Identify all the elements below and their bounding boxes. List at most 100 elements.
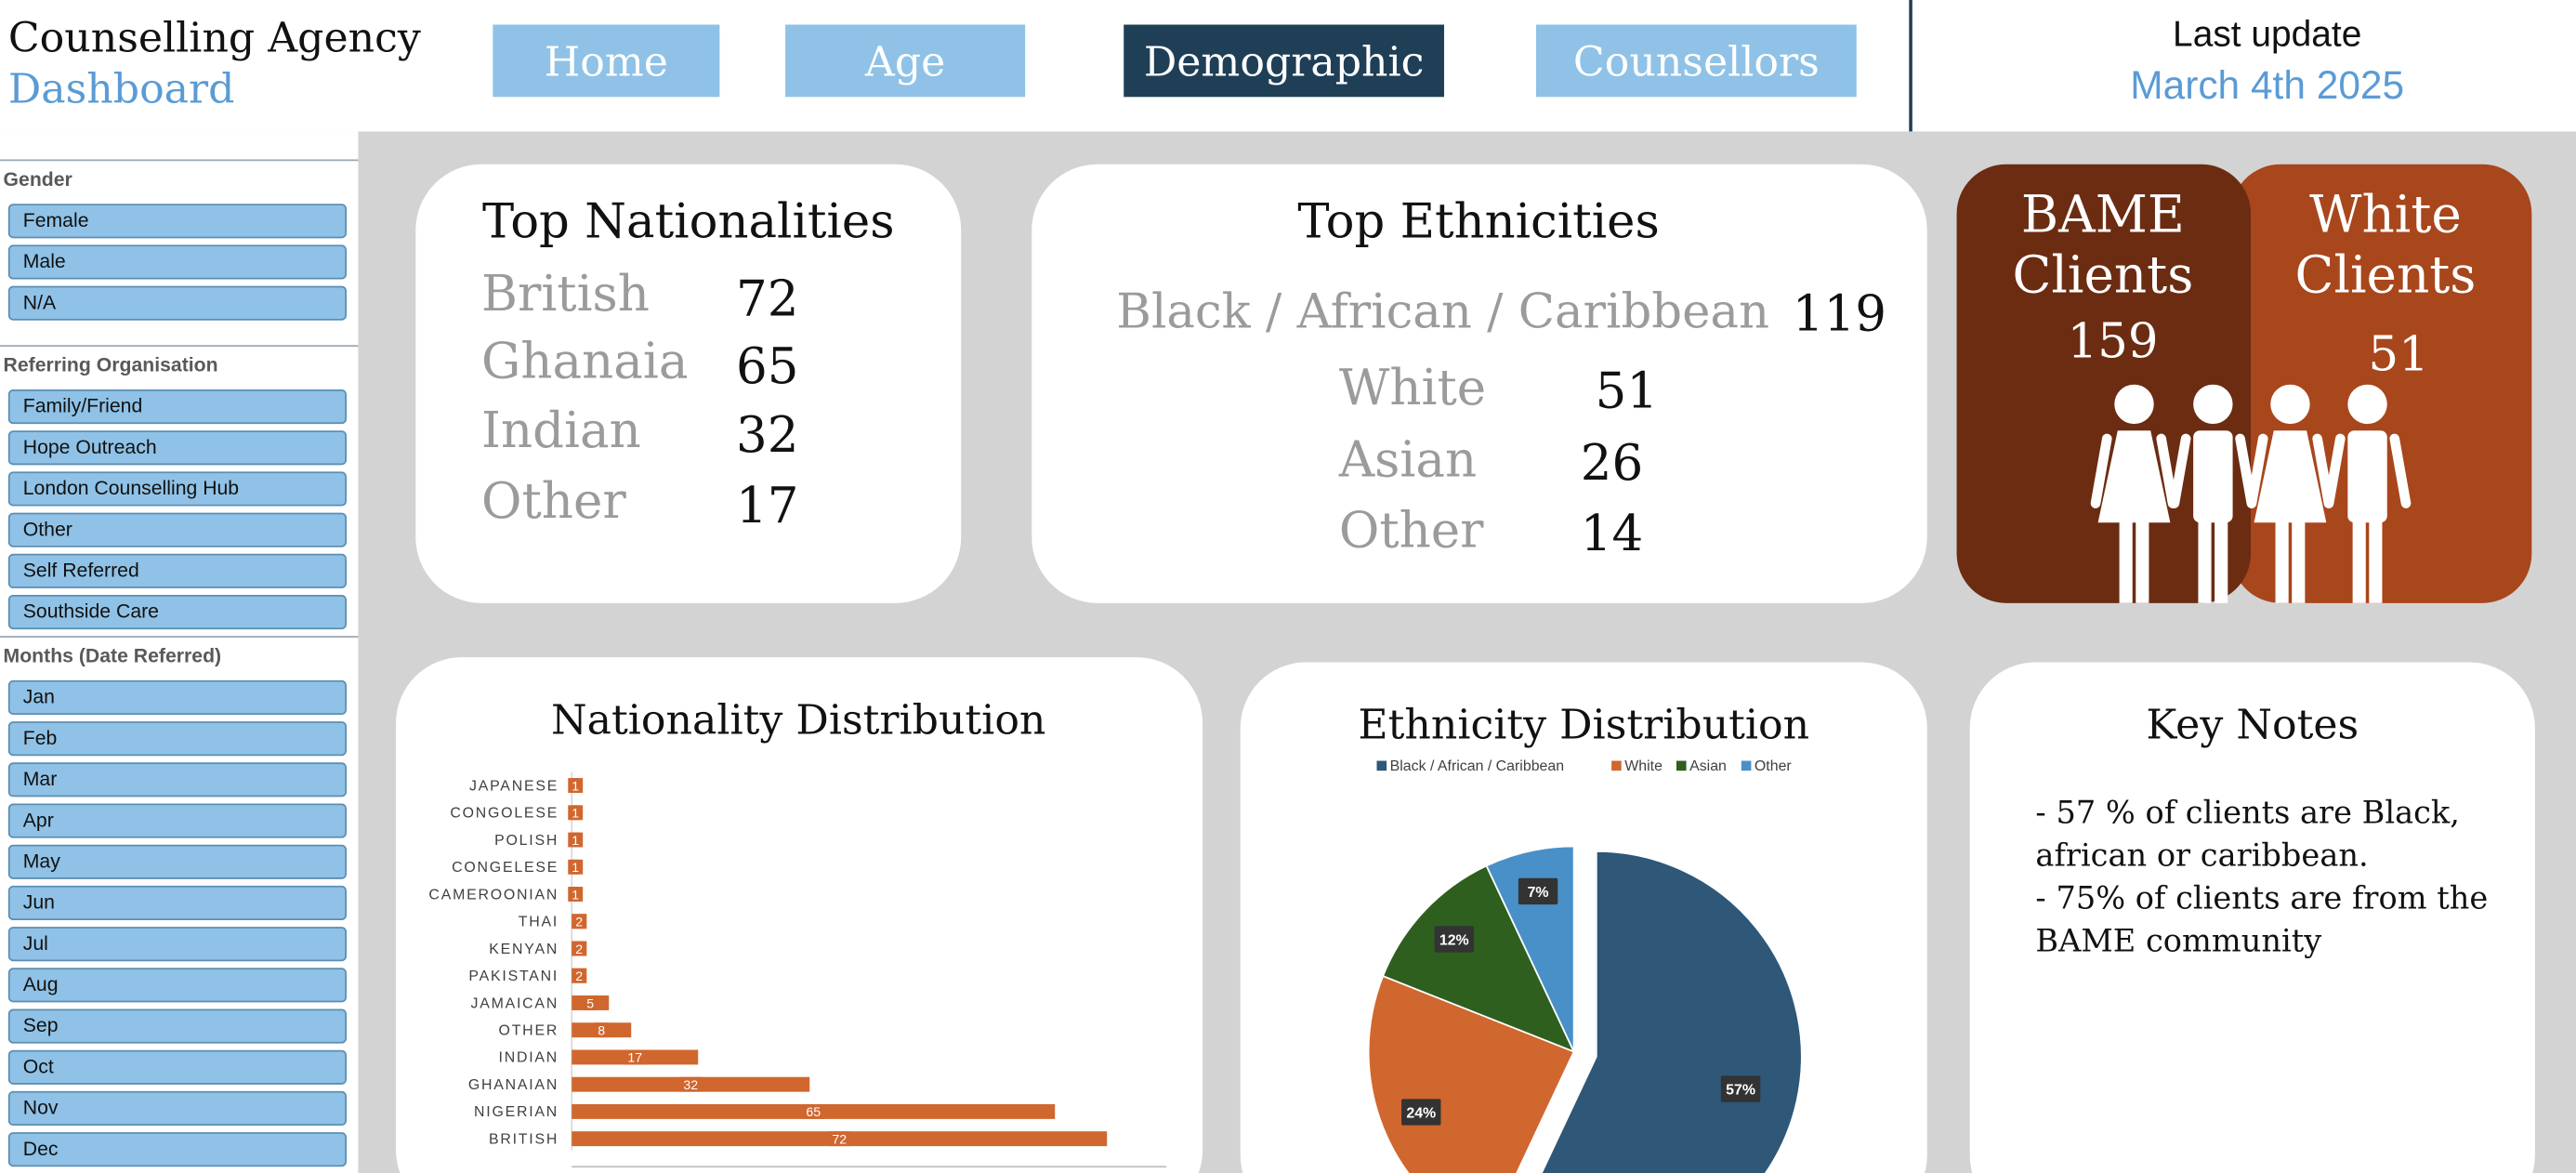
legend-label: Black / African / Caribbean — [1390, 758, 1564, 774]
legend-swatch — [1376, 760, 1387, 771]
slicer-item[interactable]: Dec — [7, 1132, 348, 1167]
person-leg — [2215, 519, 2228, 603]
category-label: INDIAN — [499, 1050, 559, 1066]
ethnicities-card — [1032, 164, 1927, 603]
slicer-item[interactable]: Apr — [7, 803, 348, 838]
legend-swatch — [1741, 760, 1752, 771]
ethnicity-name: Asian — [1338, 431, 1478, 490]
slicer-item[interactable]: Jan — [7, 679, 348, 716]
person-leg — [2352, 519, 2366, 603]
slicer-item[interactable]: Male — [7, 244, 348, 280]
slicer-item[interactable]: London Counselling Hub — [7, 471, 348, 507]
slicer-item[interactable]: Aug — [7, 968, 348, 1003]
key-note: - 57 % of clients are Black, african or … — [2035, 795, 2460, 875]
category-label: CAMEROONIAN — [428, 887, 559, 903]
data-label: 17 — [627, 1050, 642, 1065]
category-label: THAI — [519, 915, 559, 930]
slicer-item[interactable]: May — [7, 844, 348, 879]
slicer-title: Gender — [0, 159, 359, 191]
person-arm — [2246, 433, 2268, 508]
person-arm — [2090, 433, 2112, 508]
person-leg — [2136, 519, 2149, 603]
data-label: 24% — [1406, 1106, 1436, 1122]
slicer-item[interactable]: N/A — [7, 285, 348, 321]
pie-slice — [1382, 864, 1576, 1054]
data-label: 7% — [1528, 885, 1549, 901]
slicer-item[interactable]: Hope Outreach — [7, 430, 348, 466]
key-note: - 75% of clients are from the BAME commu… — [2035, 880, 2489, 960]
slicer-item[interactable]: Self Referred — [7, 553, 348, 588]
data-label-box — [827, 1131, 851, 1147]
data-label-box — [572, 968, 587, 983]
chart-title: Ethnicity Distribution — [1358, 701, 1810, 749]
ethnicity-name: White — [1338, 360, 1487, 418]
ethnicity-name: Black / African / Caribbean — [1116, 283, 1770, 340]
nav-button[interactable]: Home — [493, 24, 720, 98]
client-group-label: BAME Clients — [2012, 185, 2194, 306]
slicer-item[interactable]: Oct — [7, 1049, 348, 1085]
ethnicity-count: 14 — [1580, 506, 1644, 564]
data-label: 2 — [575, 969, 583, 983]
data-label-box — [568, 832, 584, 848]
category-label: CONGELESE — [452, 860, 559, 876]
nav-button[interactable]: Demographic — [1124, 24, 1444, 98]
app-title: Counselling Agency — [7, 14, 421, 62]
person-body — [2193, 430, 2233, 523]
data-label: 1 — [572, 833, 579, 848]
person-arm — [2323, 433, 2346, 508]
data-label-box — [1401, 1099, 1441, 1126]
nav-button[interactable]: Age — [785, 24, 1026, 98]
data-label: 32 — [683, 1077, 698, 1092]
ethnicity-count: 26 — [1580, 435, 1644, 494]
person-leg — [2292, 519, 2306, 603]
legend-swatch — [1676, 760, 1687, 771]
category-label: OTHER — [499, 1023, 559, 1039]
person-head — [2347, 384, 2387, 425]
nav-button[interactable]: Counsellors — [1535, 24, 1857, 98]
nationalities-card — [415, 164, 962, 603]
data-label-box — [572, 941, 587, 956]
slicer-item[interactable]: Sep — [7, 1008, 348, 1044]
data-label-box — [568, 887, 584, 902]
nationality-name: Ghanaia — [480, 333, 689, 391]
slicer-item[interactable]: Female — [7, 204, 348, 239]
data-label-box — [1518, 877, 1558, 905]
nationality-name: Indian — [480, 402, 641, 461]
key-notes-card — [1969, 662, 2535, 1173]
data-label-box — [568, 859, 584, 875]
data-label: 72 — [832, 1131, 847, 1146]
data-label-box — [1434, 926, 1474, 953]
data-label-box — [623, 1049, 647, 1065]
slicer-item[interactable]: Nov — [7, 1090, 348, 1127]
ethnicity-count: 119 — [1792, 285, 1887, 344]
slicer-item[interactable]: Jun — [7, 885, 348, 921]
nationality-count: 65 — [736, 338, 799, 397]
nationality-name: British — [480, 266, 650, 324]
last-update-date: March 4th 2025 — [2130, 63, 2405, 109]
person-leg — [2198, 519, 2212, 603]
data-label-box — [594, 1022, 610, 1038]
person-body — [2254, 430, 2327, 523]
card-title: Top Ethnicities — [1297, 192, 1660, 249]
client-group-label: White Clients — [2294, 185, 2477, 306]
person-leg — [2275, 519, 2289, 603]
category-label: POLISH — [494, 833, 559, 849]
category-label: NIGERIAN — [474, 1104, 559, 1120]
slicer-item[interactable]: Mar — [7, 762, 348, 797]
data-label-box — [568, 778, 584, 794]
data-label-box — [801, 1103, 825, 1119]
slicer-item[interactable]: Jul — [7, 927, 348, 962]
slicer-item[interactable]: Southside Care — [7, 594, 348, 630]
legend-swatch — [1611, 760, 1622, 771]
data-label: 57% — [1726, 1083, 1755, 1099]
slicer-item[interactable]: Family/Friend — [7, 389, 348, 425]
slicer-item[interactable]: Other — [7, 512, 348, 547]
data-label: 1 — [572, 806, 579, 821]
data-label: 1 — [572, 860, 579, 875]
key-notes: - 57 % of clients are Black, african or … — [2035, 792, 2504, 963]
key-notes-title: Key Notes — [2146, 701, 2359, 749]
data-label-box — [583, 995, 598, 1010]
slicer-item[interactable]: Feb — [7, 721, 348, 757]
data-label: 2 — [575, 915, 583, 929]
